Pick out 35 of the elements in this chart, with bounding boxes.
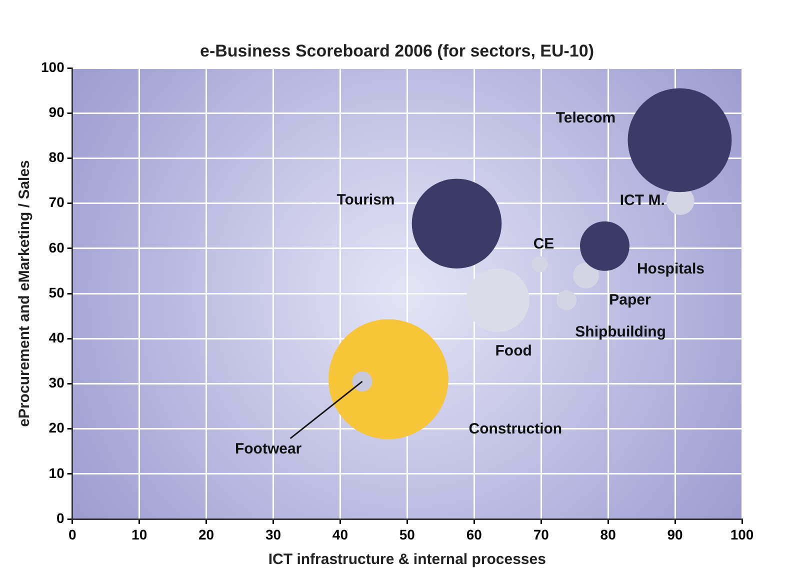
x-tick-label: 0 — [68, 526, 76, 542]
series-label: CE — [533, 235, 554, 252]
y-tick-label: 30 — [48, 374, 65, 391]
x-tick-label: 100 — [730, 526, 754, 542]
y-tick-label: 40 — [48, 329, 65, 346]
x-tick-label: 30 — [265, 526, 282, 542]
y-tick-label: 80 — [48, 149, 65, 166]
series-label: Hospitals — [636, 260, 704, 278]
x-tick-label: 70 — [533, 526, 550, 542]
y-tick-label: 20 — [48, 420, 65, 436]
y-tick-label: 60 — [48, 239, 65, 256]
x-tick-label: 60 — [466, 526, 482, 542]
series-label: Shipbuilding — [575, 323, 666, 340]
series-label: Paper — [609, 292, 651, 309]
series-label: Tourism — [336, 192, 395, 209]
x-tick-label: 10 — [132, 526, 148, 542]
x-tick-label: 20 — [198, 526, 214, 542]
x-axis-title: ICT infrastructure & internal processes — [268, 550, 546, 568]
series-label: Food — [495, 342, 532, 360]
y-tick-label: 50 — [48, 284, 65, 300]
y-axis-title: eProcurement and eMarketing / Sales — [16, 160, 34, 427]
y-tick-label: 70 — [48, 194, 65, 210]
series-label: Telecom — [556, 109, 616, 126]
y-tick-label: 0 — [56, 510, 65, 526]
series-label: ICT M. — [620, 192, 665, 210]
chart-title: e-Business Scoreboard 2006 (for sectors, EU-10) — [200, 41, 594, 60]
x-tick-label: 50 — [399, 526, 416, 542]
x-tick-label: 90 — [667, 526, 684, 542]
text: Construction — [468, 420, 562, 438]
text: Footwear — [234, 440, 302, 458]
y-tick-label: 100 — [41, 58, 65, 75]
y-tick-label: 10 — [48, 464, 65, 481]
x-tick-label: 80 — [600, 526, 616, 542]
y-tick-label: 90 — [48, 104, 65, 120]
x-tick-label: 40 — [332, 526, 348, 542]
